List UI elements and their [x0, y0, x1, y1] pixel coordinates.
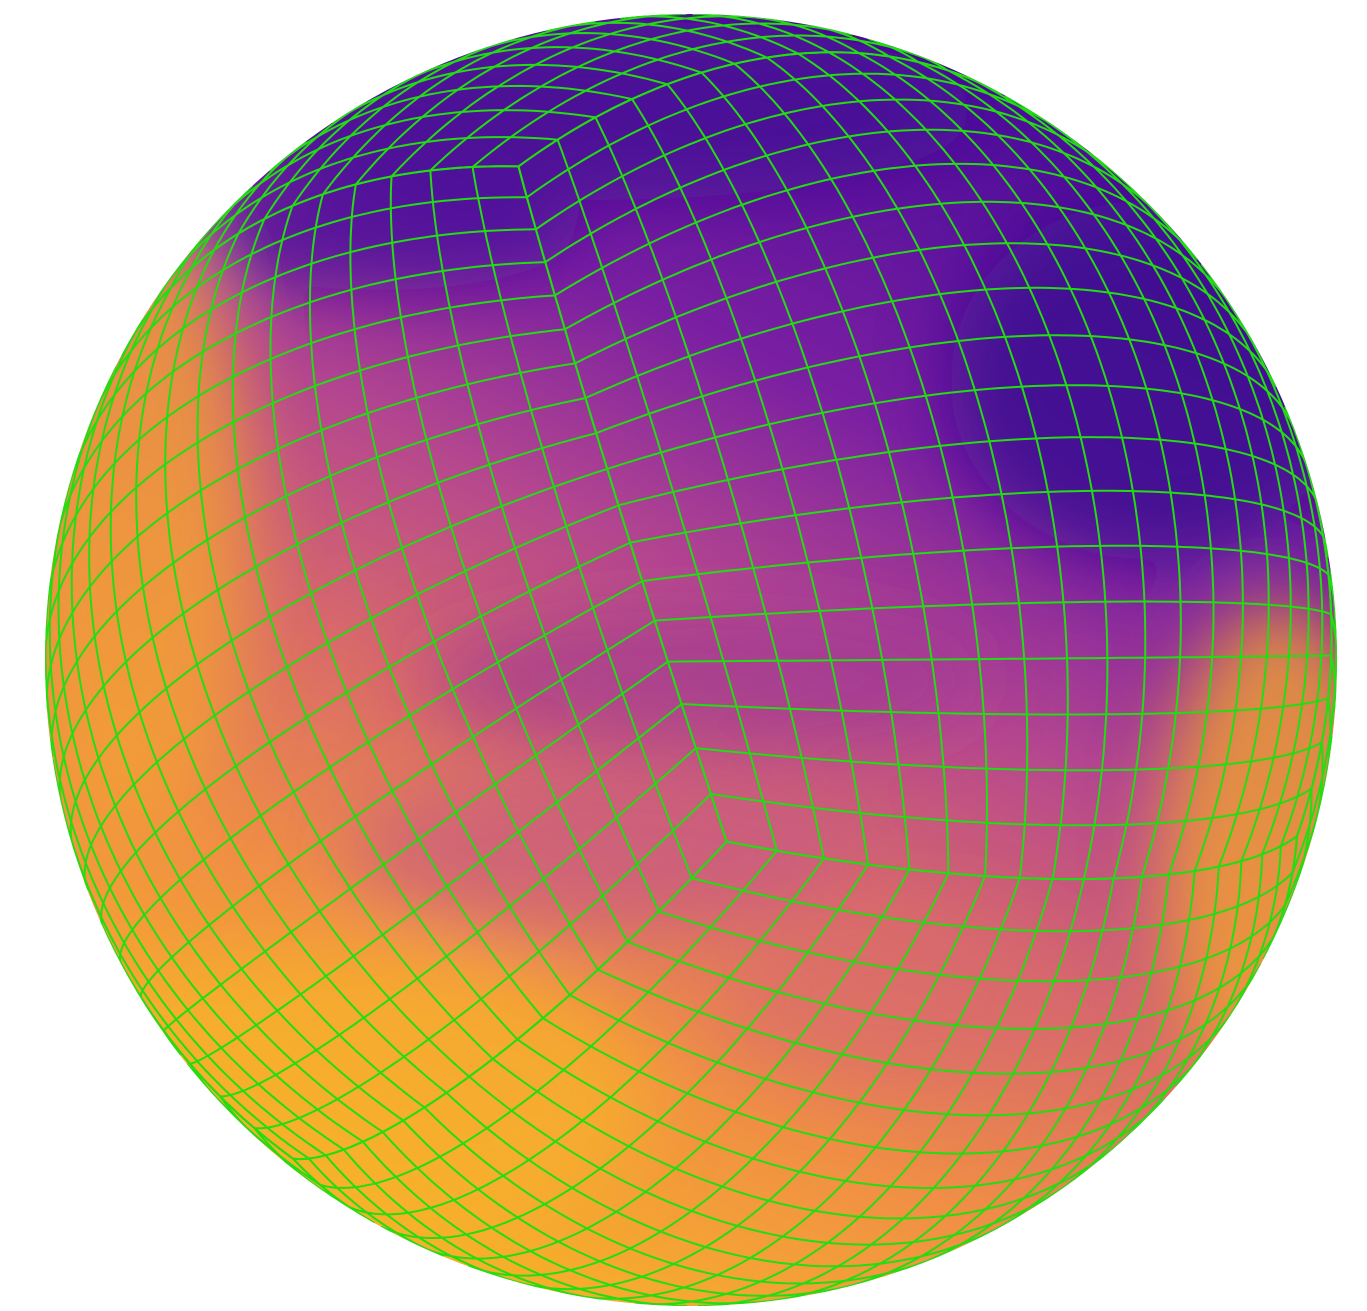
grid-line — [45, 328, 566, 660]
grid-line — [134, 318, 144, 332]
grid-line — [209, 109, 596, 230]
grid-line — [564, 200, 1232, 331]
grid-line — [517, 51, 1002, 168]
grid-line — [844, 876, 1143, 1289]
grid-line — [220, 747, 697, 1098]
grid-line — [492, 1058, 1125, 1220]
grid-line — [51, 759, 310, 1160]
grid-line — [1055, 866, 1220, 1194]
grid-line — [429, 22, 853, 172]
grid-line — [291, 37, 514, 207]
grid-line — [293, 840, 728, 1161]
grid-line — [542, 1017, 1203, 1155]
grid-line — [355, 14, 687, 186]
grid-line — [381, 1131, 778, 1305]
grid-line — [429, 170, 660, 912]
grid-line — [45, 362, 576, 710]
grid-line — [380, 863, 869, 1239]
grid-line — [519, 875, 987, 1291]
grid-line — [254, 793, 712, 1130]
grid-line — [1273, 872, 1302, 937]
grid-line — [545, 21, 768, 59]
grid-line — [57, 366, 364, 1143]
grid-line — [390, 15, 773, 178]
grid-line — [535, 98, 1120, 231]
grid-line — [467, 872, 950, 1277]
grid-line — [189, 1063, 215, 1096]
grid-line — [473, 31, 735, 65]
grid-line — [90, 196, 527, 420]
grid-line — [516, 1038, 1167, 1189]
grid-line — [162, 1030, 181, 1056]
grid-line — [219, 1095, 258, 1140]
grid-line — [58, 432, 597, 803]
grid-line — [308, 1157, 444, 1258]
grid-line — [320, 850, 778, 1189]
grid-line — [419, 869, 911, 1260]
grid-line — [1118, 861, 1243, 1145]
grid-line — [635, 878, 1054, 1306]
grid-line — [1222, 846, 1282, 1026]
grid-line — [1284, 406, 1333, 837]
grid-line — [50, 397, 586, 758]
grid-line — [139, 996, 149, 1010]
grid-line — [347, 857, 825, 1216]
grid-line — [48, 457, 345, 1151]
grid-line — [189, 703, 683, 1065]
grid-line — [916, 874, 1170, 1267]
grid-line — [402, 1119, 861, 1297]
grid-line — [1291, 569, 1337, 873]
grid-line — [263, 66, 434, 220]
grid-line — [1105, 164, 1310, 855]
grid-line — [468, 1075, 1070, 1246]
grid-line — [526, 72, 1064, 199]
grid-line — [471, 34, 933, 168]
grid-line — [343, 1148, 602, 1301]
grid-line — [691, 871, 1294, 933]
grid-line — [471, 166, 693, 879]
grid-line — [985, 870, 1196, 1236]
grid-line — [151, 269, 177, 309]
grid-line — [161, 136, 558, 290]
grid-line — [423, 1106, 941, 1285]
grid-line — [69, 228, 536, 481]
grid-line — [1200, 263, 1324, 847]
grid-line — [253, 1127, 314, 1185]
grid-line — [544, 128, 1165, 263]
grid-line — [170, 226, 213, 288]
grid-line — [191, 184, 254, 269]
grid-line — [445, 1092, 1008, 1268]
grid-line — [1283, 736, 1334, 907]
grid-line — [119, 962, 125, 969]
grid-line — [213, 140, 307, 251]
cubed-sphere-grid — [45, 14, 1337, 1306]
grid-line — [569, 994, 1237, 1117]
grid-line — [69, 467, 608, 851]
grid-line — [83, 504, 619, 891]
grid-line — [1175, 854, 1264, 1087]
grid-line — [770, 878, 1115, 1303]
grid-line — [403, 46, 702, 83]
grid-line — [574, 242, 1257, 365]
grid-line — [362, 1141, 688, 1306]
grid-line — [292, 1158, 376, 1224]
grid-line — [322, 20, 596, 195]
grid-line — [658, 904, 1286, 983]
sphere-surface — [45, 14, 1337, 1306]
grid-line — [575, 877, 1021, 1300]
grid-line — [237, 100, 368, 235]
grid-line — [1004, 94, 1292, 862]
grid-line — [585, 286, 1278, 399]
